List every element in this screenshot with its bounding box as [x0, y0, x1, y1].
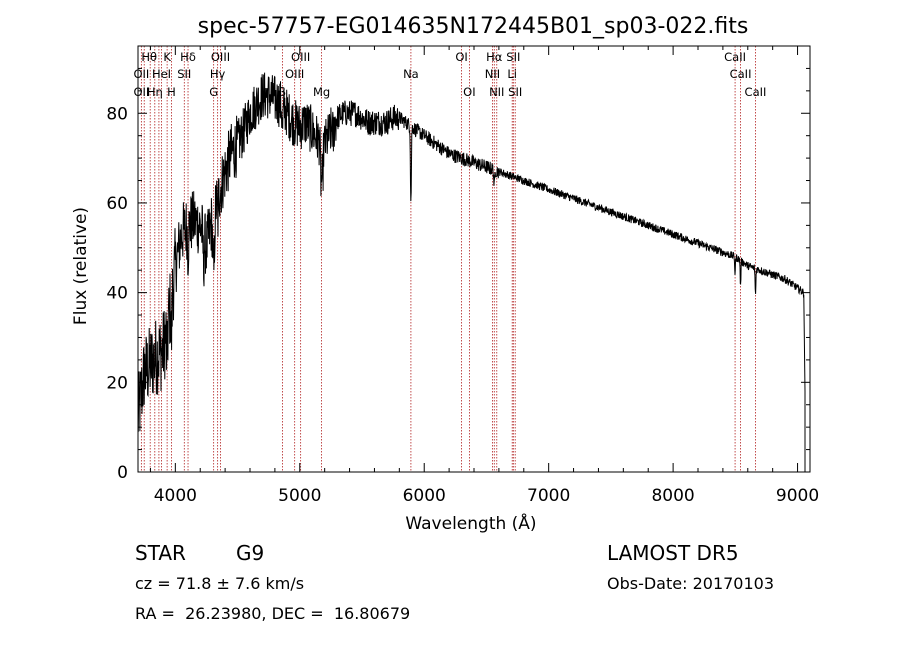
- spectral-line-label: Hη: [147, 85, 163, 99]
- spectral-line-label: Hδ: [180, 50, 196, 64]
- spectral-line-label: H: [167, 85, 176, 99]
- spectral-line-label: NII: [485, 67, 500, 81]
- redshift-velocity: cz = 71.8 ± 7.6 km/s: [135, 574, 305, 593]
- x-tick-label: 7000: [527, 486, 570, 506]
- chart-title: spec-57757-EG014635N172445B01_sp03-022.f…: [198, 14, 749, 39]
- spectral-line-label: OII: [133, 85, 149, 99]
- spectral-line-label: SII: [506, 50, 520, 64]
- coordinates: RA = 26.23980, DEC = 16.80679: [135, 604, 411, 623]
- y-tick-label: 80: [106, 104, 128, 124]
- spectral-line-markers: [140, 46, 756, 472]
- x-tick-label: 4000: [154, 486, 197, 506]
- object-subclass: G9: [236, 541, 265, 565]
- plot-frame: [137, 45, 811, 473]
- x-axis-ticks: 4000 5000 6000 7000 8000 9000: [149, 46, 819, 506]
- spectral-line-label: OI: [463, 85, 475, 99]
- spectral-line-label: K: [163, 50, 171, 64]
- spectrum-chart: spec-57757-EG014635N172445B01_sp03-022.f…: [71, 14, 819, 534]
- spectral-line-label: CaII: [724, 50, 746, 64]
- survey-name: LAMOST DR5: [607, 541, 739, 565]
- spectral-line-label: OI: [455, 50, 467, 64]
- y-axis-label: Flux (relative): [71, 207, 91, 325]
- object-class: STAR: [135, 541, 186, 565]
- spectral-line-label: SII: [177, 67, 191, 81]
- y-axis-ticks: 0 20 40 60 80: [106, 67, 810, 483]
- spectral-line-label: OIII: [211, 50, 230, 64]
- spectral-line-label: β: [279, 85, 286, 99]
- x-tick-label: 5000: [278, 486, 321, 506]
- spectral-line-label: Mg: [313, 85, 330, 99]
- x-tick-label: 8000: [651, 486, 694, 506]
- spectral-line-label: CaII: [730, 67, 752, 81]
- y-tick-label: 60: [106, 194, 128, 214]
- spectral-line-label: SII: [508, 85, 522, 99]
- spectral-line-label: Hθ: [141, 50, 157, 64]
- x-axis-label: Wavelength (Å): [405, 512, 536, 534]
- spectral-line-label: NII: [489, 85, 504, 99]
- spectral-line-label: Na: [403, 67, 419, 81]
- spectral-line-label: HeI: [152, 67, 171, 81]
- spectrum-line: [137, 72, 806, 472]
- x-tick-label: 6000: [403, 486, 446, 506]
- observation-date: Obs-Date: 20170103: [607, 574, 775, 593]
- y-tick-label: 20: [106, 373, 128, 393]
- spectral-line-label: Li: [507, 67, 517, 81]
- spectral-line-label: CaII: [745, 85, 767, 99]
- spectral-line-label: G: [209, 85, 218, 99]
- y-tick-label: 40: [106, 284, 128, 304]
- x-tick-label: 9000: [776, 486, 819, 506]
- spectral-line-label: OII: [133, 67, 149, 81]
- y-tick-label: 0: [117, 463, 128, 483]
- spectral-line-label: OIII: [291, 50, 310, 64]
- spectral-line-label: Hα: [486, 50, 503, 64]
- spectral-line-label: OIII: [285, 67, 304, 81]
- spectral-line-label: Hγ: [210, 67, 226, 81]
